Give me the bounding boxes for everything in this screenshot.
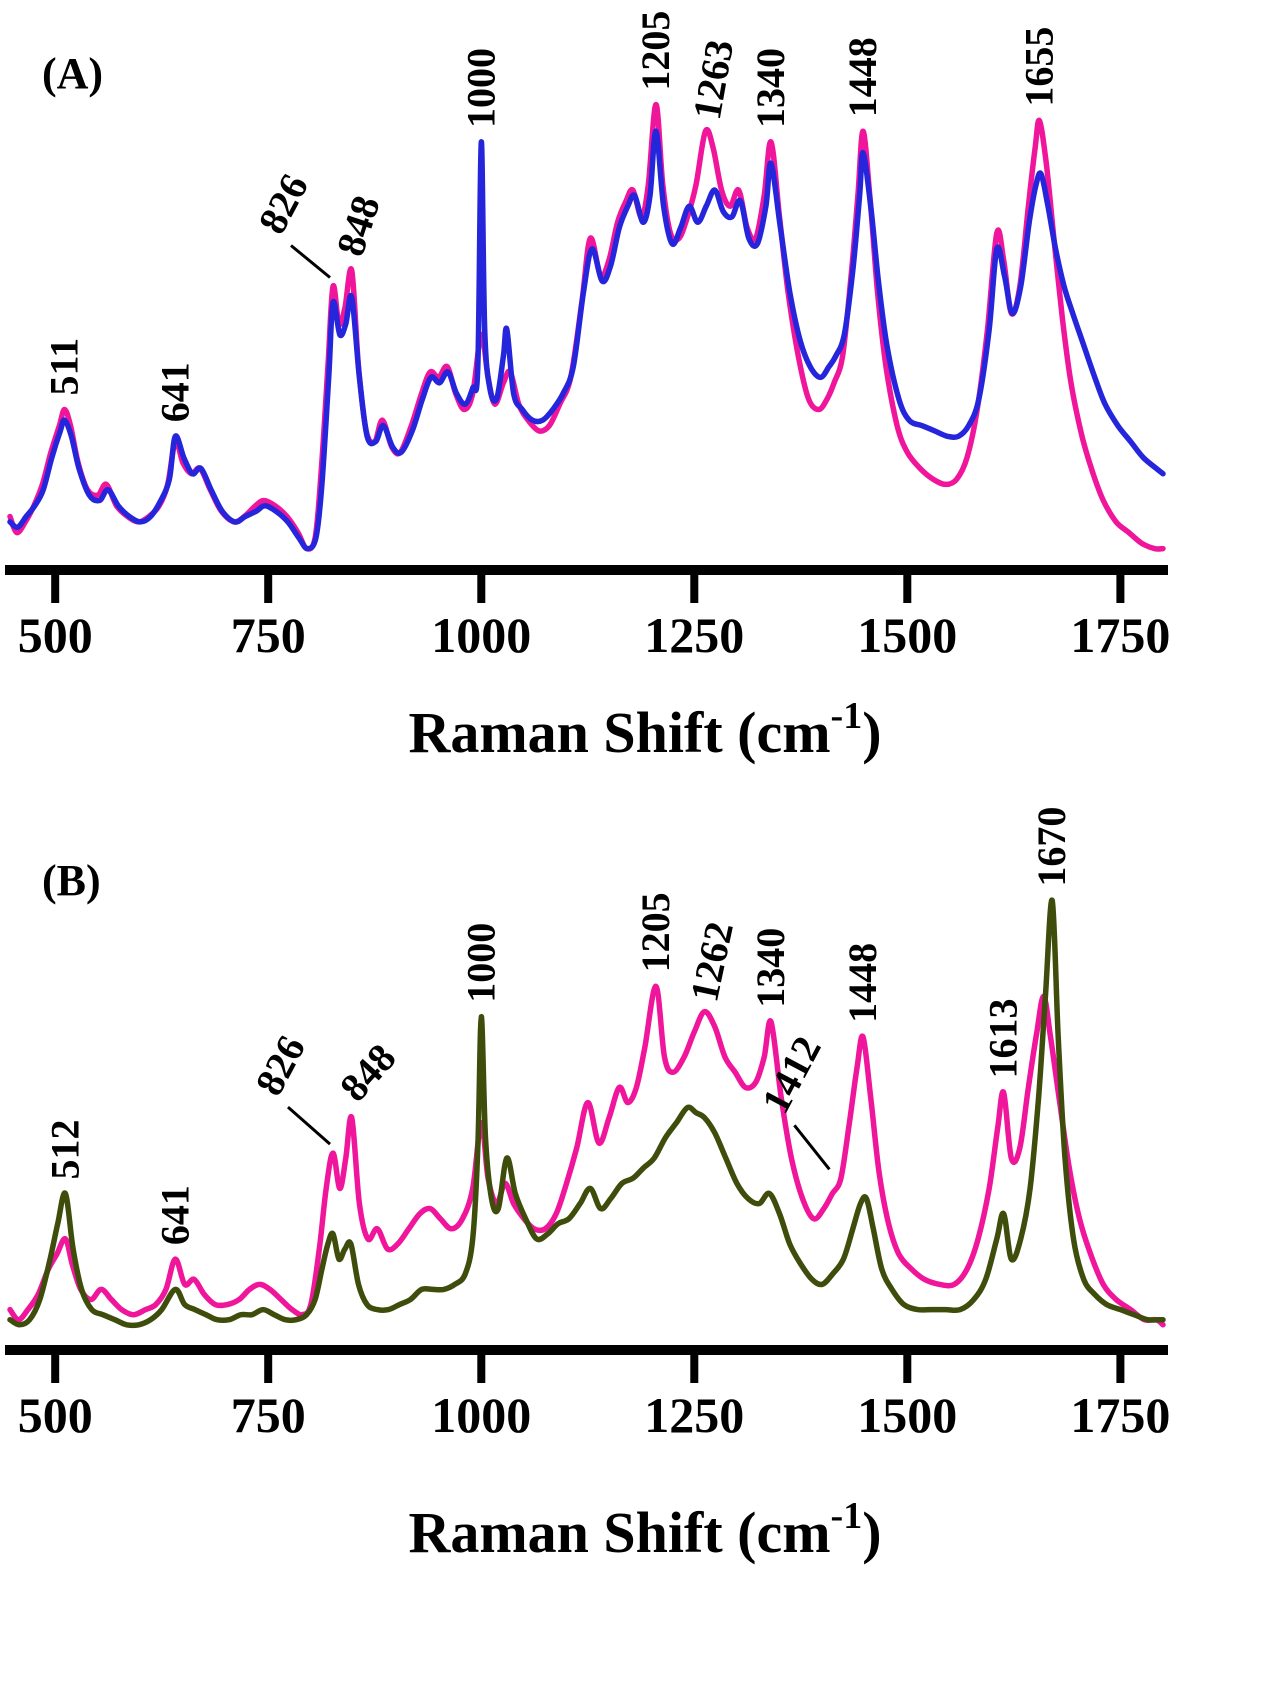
peak-annotation-1340: 1340 (748, 48, 793, 128)
annotation-leader-line (290, 244, 331, 279)
x-tick (264, 575, 273, 603)
peak-annotation-826: 826 (246, 1028, 314, 1102)
annotation-leader-line (793, 1124, 831, 1171)
x-tick (51, 1355, 60, 1383)
peak-annotation-511: 511 (42, 338, 87, 396)
x-tick-label: 1250 (644, 1387, 744, 1443)
x-axis-line (5, 565, 1168, 575)
peak-annotation-1205: 1205 (633, 11, 678, 91)
x-tick-label: 1500 (857, 1387, 957, 1443)
x-tick-label: 750 (231, 607, 306, 663)
x-tick (264, 1355, 273, 1383)
peak-annotation-512: 512 (42, 1120, 87, 1180)
peak-annotation-848: 848 (331, 1035, 405, 1110)
panel-B-chart: (B) Raman Shift (cm-1) 500 750 1000 1250 150… (5, 807, 1170, 1565)
peak-annotation-826: 826 (249, 167, 317, 241)
peak-annotation-848: 848 (327, 190, 388, 261)
peak-annotation-1000: 1000 (458, 923, 503, 1003)
peak-annotation-1448: 1448 (840, 943, 885, 1023)
magenta-trace-curve (7, 983, 1166, 1328)
x-tick (1116, 1355, 1125, 1383)
panel-A-chart: (A) Raman Shift (cm-1) 500 750 1000 1250 150… (5, 11, 1170, 765)
x-tick-label: 500 (18, 1387, 93, 1443)
x-tick-label: 1000 (431, 607, 531, 663)
panel-A-letter: (A) (42, 49, 103, 98)
peak-annotation-1613: 1613 (981, 999, 1026, 1079)
panel-B-letter: (B) (42, 856, 101, 905)
blue-trace-curve (7, 128, 1166, 552)
peak-annotation-641: 641 (152, 362, 197, 422)
peak-annotation-1670: 1670 (1029, 807, 1074, 887)
peak-annotation-1000: 1000 (458, 48, 503, 128)
peak-annotation-1262: 1262 (681, 918, 742, 1006)
x-tick (690, 1355, 699, 1383)
panel-A: (A) Raman Shift (cm-1) 500 750 1000 1250 150… (0, 0, 1267, 800)
x-tick (690, 575, 699, 603)
peak-annotation-1655: 1655 (1016, 27, 1061, 107)
x-tick-label: 1500 (857, 607, 957, 663)
x-tick-label: 1750 (1070, 607, 1170, 663)
dark-olive-trace-curve (7, 897, 1166, 1329)
x-tick-label: 750 (231, 1387, 306, 1443)
x-tick (1116, 575, 1125, 603)
panel-B: (B) Raman Shift (cm-1) 500 750 1000 1250 150… (0, 800, 1267, 1701)
annotation-leader-line (287, 1105, 331, 1146)
x-tick (903, 575, 912, 603)
x-tick-label: 1000 (431, 1387, 531, 1443)
x-tick-label: 1750 (1070, 1387, 1170, 1443)
x-tick-label: 500 (18, 607, 93, 663)
x-tick-label: 1250 (644, 607, 744, 663)
peak-annotation-1205: 1205 (633, 892, 678, 972)
x-tick (477, 575, 486, 603)
panel-B-x-axis-title: Raman Shift (cm-1) (408, 1495, 881, 1565)
x-axis-line (5, 1345, 1168, 1355)
peak-annotation-1340: 1340 (748, 928, 793, 1008)
peak-annotation-641: 641 (152, 1185, 197, 1245)
x-tick (903, 1355, 912, 1383)
peak-annotation-1263: 1263 (684, 36, 742, 123)
panel-A-x-axis-title: Raman Shift (cm-1) (408, 695, 881, 765)
peak-annotation-1448: 1448 (840, 37, 885, 117)
x-tick (477, 1355, 486, 1383)
x-tick (51, 575, 60, 603)
